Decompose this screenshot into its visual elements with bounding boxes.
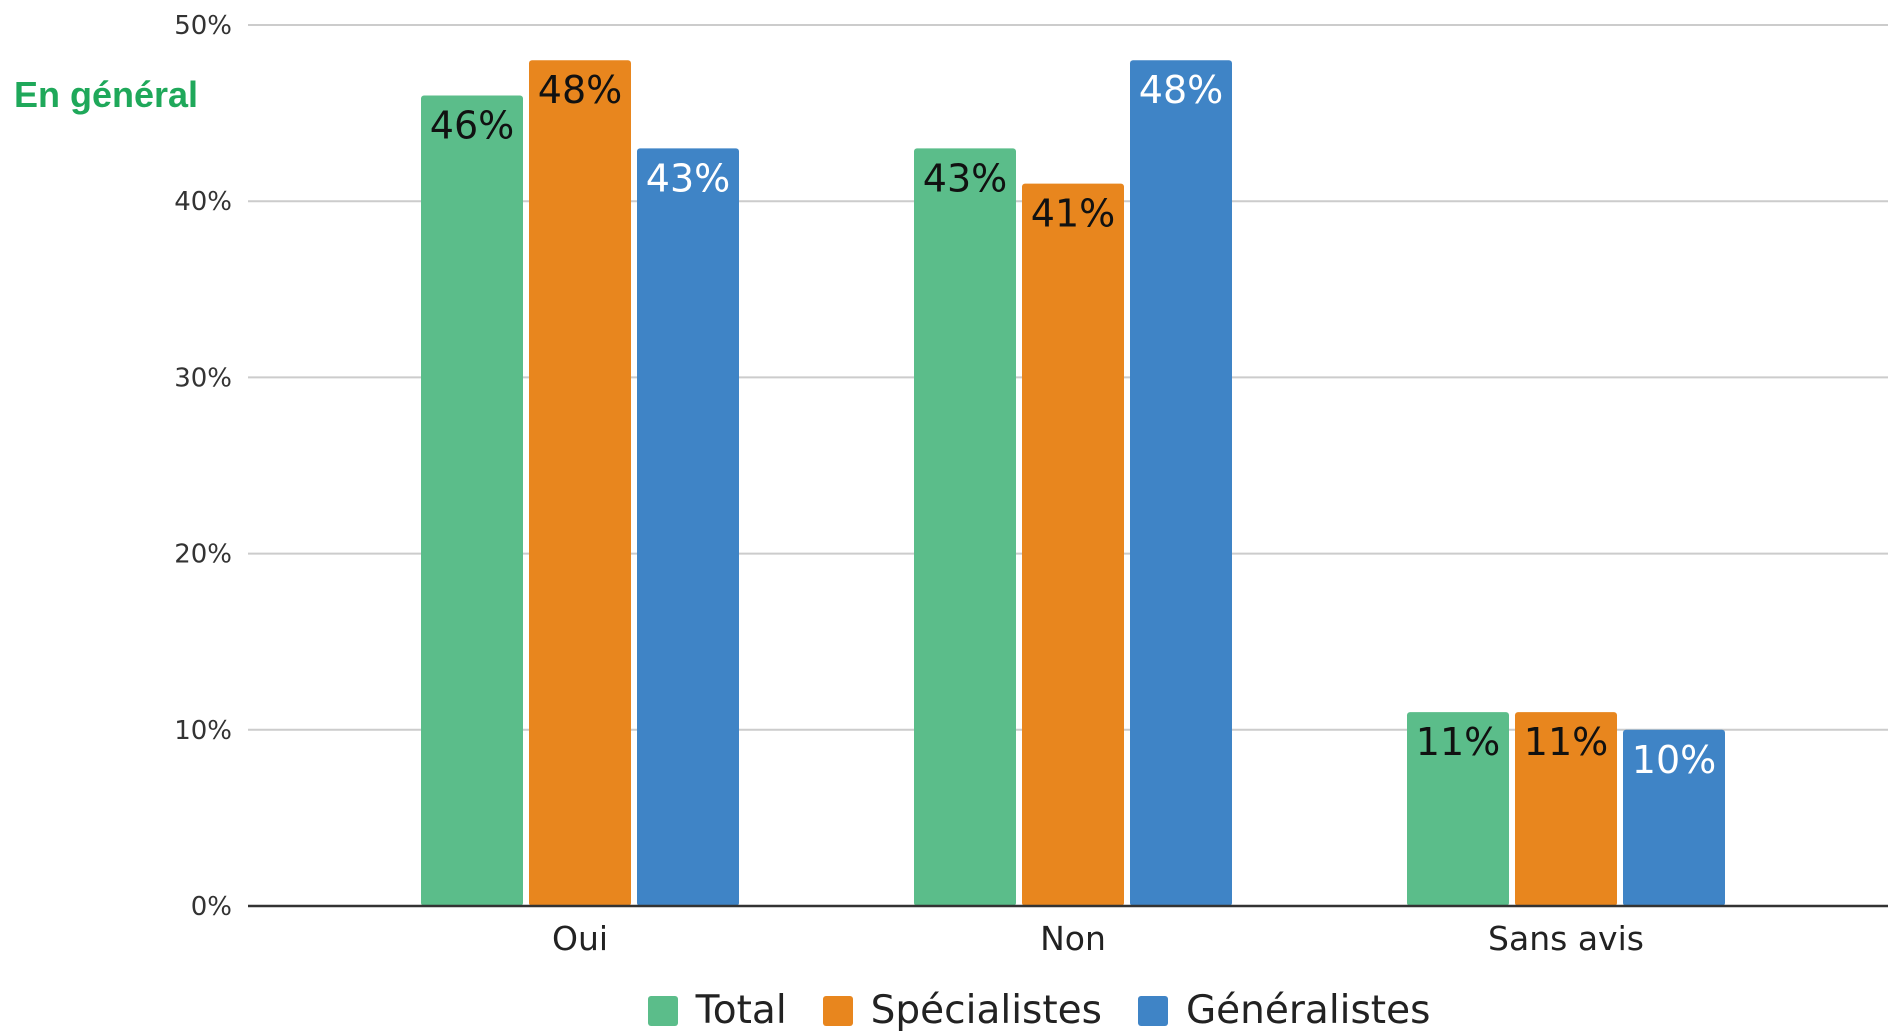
legend-swatch-total	[647, 995, 678, 1026]
data-label: 11%	[1524, 720, 1608, 764]
y-tick-label: 40%	[174, 187, 232, 217]
bars	[421, 60, 1725, 907]
data-label: 41%	[1031, 192, 1115, 236]
legend-item-total[interactable]: Total	[647, 988, 787, 1033]
legend-item-specialistes[interactable]: Spécialistes	[822, 988, 1102, 1033]
y-tick-label: 50%	[174, 11, 232, 41]
data-label: 11%	[1416, 720, 1500, 764]
x-tick-label: Non	[1040, 919, 1106, 958]
bar[interactable]	[1130, 60, 1232, 907]
legend-swatch-specialistes	[822, 995, 853, 1026]
y-tick-label: 10%	[174, 716, 232, 746]
legend-label-generalistes: Généralistes	[1185, 988, 1431, 1033]
bar[interactable]	[1407, 712, 1509, 906]
bar[interactable]	[637, 148, 739, 907]
y-tick-label: 0%	[191, 892, 232, 922]
data-label: 10%	[1632, 738, 1716, 782]
x-tick-label: Sans avis	[1488, 919, 1644, 958]
legend-swatch-generalistes	[1137, 995, 1168, 1026]
bar[interactable]	[529, 60, 631, 907]
data-labels: 46% 48% 43% 43% 41% 48% 11% 11% 10%	[430, 68, 1716, 782]
bar[interactable]	[1515, 712, 1617, 906]
data-label: 43%	[923, 156, 1007, 200]
legend: Total Spécialistes Généralistes	[0, 988, 1888, 1033]
x-axis: Oui Non Sans avis	[248, 904, 1888, 958]
plot-area: 0% 10% 20% 30% 40% 50% Oui Non Sans avis 46% 48%…	[174, 11, 1888, 958]
x-tick-label: Oui	[552, 919, 608, 958]
legend-item-generalistes[interactable]: Généralistes	[1137, 988, 1431, 1033]
data-label: 48%	[538, 68, 622, 112]
bar[interactable]	[914, 148, 1016, 907]
y-tick-label: 30%	[174, 363, 232, 393]
bar[interactable]	[421, 95, 523, 907]
bar[interactable]	[1022, 183, 1124, 906]
data-label: 43%	[646, 156, 730, 200]
y-tick-label: 20%	[174, 540, 232, 570]
bar[interactable]	[1623, 729, 1725, 906]
legend-label-total: Total	[695, 988, 787, 1033]
legend-label-specialistes: Spécialistes	[870, 988, 1102, 1033]
data-label: 48%	[1139, 68, 1223, 112]
data-label: 46%	[430, 103, 514, 147]
side-title: En général	[14, 74, 199, 115]
